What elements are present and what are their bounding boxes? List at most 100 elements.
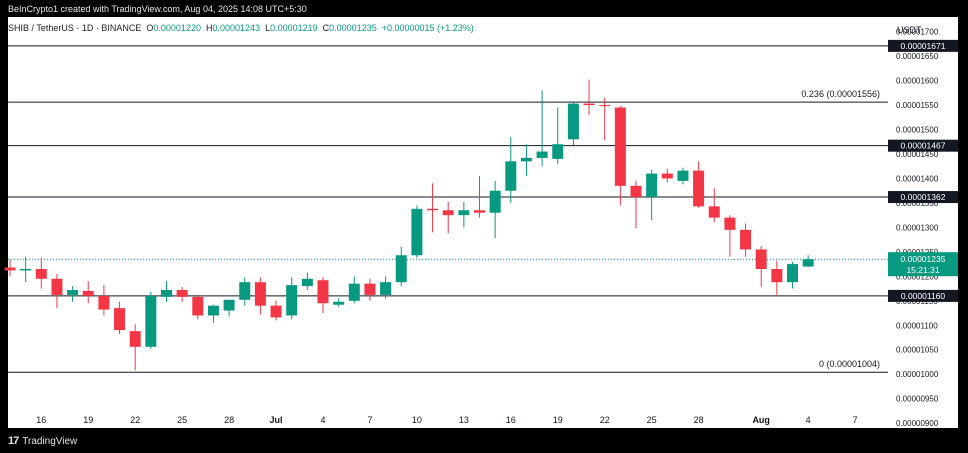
candle-body: [114, 308, 126, 331]
candle-body: [380, 282, 392, 295]
created-by-text: BeInCrypto1 created with TradingView.com…: [8, 4, 307, 14]
last-price-tag-label: 0.00001235: [901, 254, 946, 264]
x-tick-label: 22: [130, 415, 140, 425]
candle-body: [646, 173, 658, 198]
x-tick-label: 19: [553, 415, 563, 425]
candle-body: [67, 290, 79, 295]
price-axis[interactable]: [888, 17, 958, 428]
tradingview-branding[interactable]: 17 TradingView: [8, 435, 77, 447]
candle-body: [520, 157, 532, 162]
x-tick-label: 25: [647, 415, 657, 425]
y-tick-label: 0.00001400: [896, 174, 939, 183]
candle-body: [505, 161, 517, 191]
candle-body: [802, 259, 814, 267]
candle-body: [489, 190, 501, 213]
candle-body: [740, 229, 752, 250]
last-price-countdown: 15:21:31: [906, 265, 939, 275]
candle-body: [395, 255, 407, 283]
y-tick-label: 0.00001450: [896, 150, 939, 159]
level-price-tag: [888, 39, 958, 52]
candle-body: [317, 280, 329, 304]
level-price-tag-label: 0.00001467: [901, 141, 946, 151]
x-tick-label: 7: [367, 415, 372, 425]
candles: [4, 79, 814, 371]
x-tick-label: 19: [83, 415, 93, 425]
y-tick-label: 0.00001700: [896, 28, 939, 37]
y-tick-label: 0.00001050: [896, 346, 939, 355]
level-lines: 0.236 (0.00001556) 0 (0.00001004): [8, 45, 888, 373]
candle-body: [693, 170, 705, 207]
candle-body: [599, 105, 611, 107]
x-tick-label: 28: [224, 415, 234, 425]
candle-body: [192, 296, 204, 316]
candle-body: [427, 208, 439, 211]
candle-body: [614, 107, 626, 186]
y-tick-label: 0.00000950: [896, 395, 939, 404]
high-value: 0.00001243: [212, 23, 261, 33]
candle-body: [771, 268, 783, 283]
x-tick-label: 16: [506, 415, 516, 425]
candle-body: [755, 249, 767, 269]
y-tick-label: 0.00001000: [896, 370, 939, 379]
candle-body: [301, 278, 313, 287]
y-tick-label: 0.00001350: [896, 199, 939, 208]
high-key: H: [205, 23, 213, 33]
candle-body: [129, 331, 141, 347]
candle-body: [20, 268, 32, 271]
candle-body: [474, 210, 485, 213]
level-price-tag-label: 0.00001362: [901, 192, 946, 202]
level-note: 0 (0.00001004): [819, 359, 880, 369]
close-value: 0.00001235: [329, 23, 377, 33]
x-tick-label: 16: [36, 415, 46, 425]
candle-body: [98, 295, 110, 310]
candle-body: [567, 103, 579, 140]
candle-body: [724, 217, 736, 230]
candle-body: [787, 264, 798, 283]
tradingview-logo-icon: 17: [8, 435, 19, 447]
x-tick-label: 25: [177, 415, 187, 425]
x-tick-label: 4: [806, 415, 811, 425]
candle-body: [708, 206, 720, 218]
x-tick-label: 13: [459, 415, 469, 425]
candle-body: [176, 290, 188, 297]
x-tick-label: 4: [320, 415, 325, 425]
price-tags: 0.00001671 0.00001467 0.00001362 0.00001160…: [888, 39, 958, 302]
candle-body: [223, 299, 235, 311]
symbol-legend: SHIB / TetherUS · 1D · BINANCE O0.000012…: [8, 23, 474, 33]
y-axis-unit: USDT: [897, 25, 922, 35]
x-tick-label: Aug: [752, 415, 770, 425]
y-tick-label: 0.00001300: [896, 223, 939, 232]
x-tick-label: 10: [412, 415, 422, 425]
candle-body: [677, 170, 689, 181]
x-tick-label: 28: [694, 415, 704, 425]
level-price-tag: [888, 289, 958, 302]
candle-body: [254, 282, 266, 306]
candle-body: [442, 210, 454, 216]
candle-body: [270, 305, 282, 318]
symbol-label[interactable]: SHIB / TetherUS · 1D · BINANCE: [8, 23, 142, 33]
candle-body: [161, 290, 172, 297]
x-tick-label: Jul: [270, 415, 283, 425]
candle-body: [333, 301, 345, 305]
level-price-tag: [888, 139, 958, 152]
y-tick-label: 0.00001650: [896, 52, 939, 61]
close-key: C: [322, 23, 330, 33]
y-tick-label: 0.00001500: [896, 126, 939, 135]
level-price-tag-label: 0.00001160: [901, 291, 946, 301]
open-key: O: [146, 23, 154, 33]
candle-body: [583, 103, 595, 106]
y-tick-label: 0.00001550: [896, 101, 939, 110]
change-value: +0.00000015 (+1.23%): [381, 23, 474, 33]
last-price-tag: [888, 252, 958, 277]
level-note: 0.236 (0.00001556): [801, 89, 880, 99]
candle-body: [51, 278, 63, 295]
y-tick-label: 0.00001200: [896, 272, 939, 281]
y-tick-label: 0.00001600: [896, 77, 939, 86]
x-tick-label: 7: [853, 415, 858, 425]
low-key: L: [265, 23, 271, 33]
candle-body: [364, 283, 376, 295]
open-value: 0.00001220: [153, 23, 201, 33]
candle-body: [239, 282, 251, 300]
